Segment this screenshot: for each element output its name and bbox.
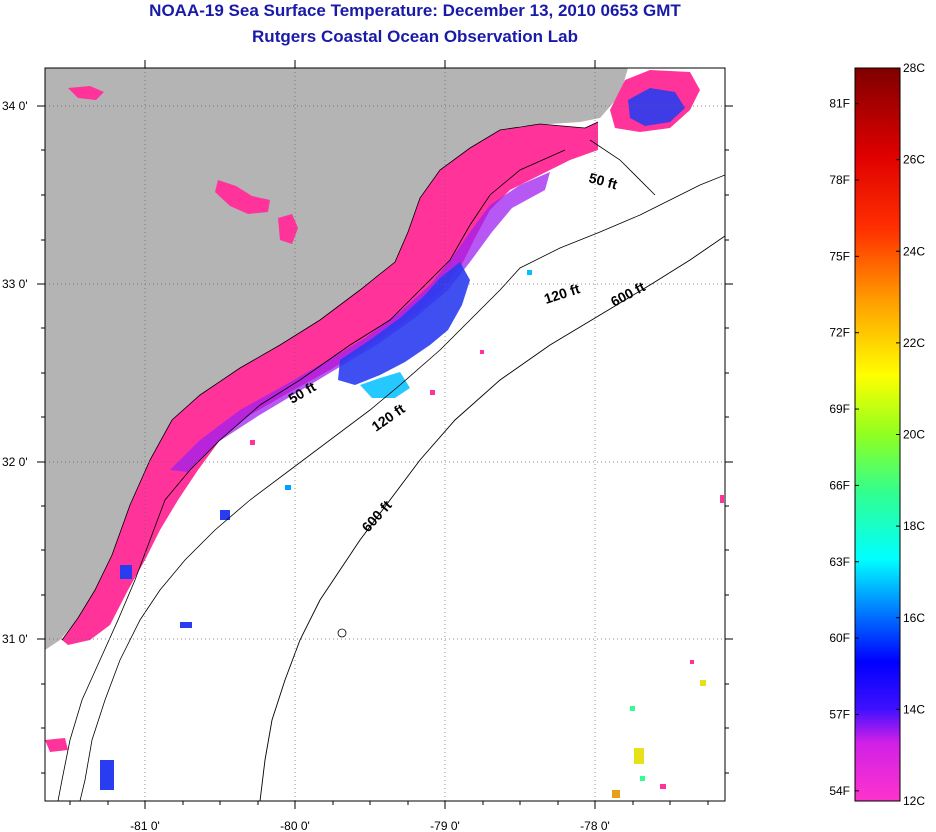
colorbar-celsius-label: 28C — [903, 61, 925, 75]
lon-label: -81 0' — [130, 819, 160, 832]
inland-patch-4 — [45, 738, 68, 752]
contour-120ft-line — [79, 174, 725, 801]
coastline — [61, 121, 599, 641]
tick-marks — [37, 60, 733, 809]
lat-label: 32 0' — [2, 455, 28, 469]
scattered-pixels — [100, 270, 724, 798]
colorbar-fahrenheit-label: 78F — [829, 173, 850, 187]
inland-patch-3 — [68, 86, 104, 100]
colorbar-celsius-label: 14C — [903, 702, 925, 716]
colorbar-fahrenheit-label: 81F — [829, 97, 850, 111]
colorbar-fahrenheit-label: 72F — [829, 326, 850, 340]
graticule — [45, 68, 725, 801]
colorbar-celsius-label: 22C — [903, 336, 925, 350]
lon-label: -80 0' — [280, 819, 310, 832]
colorbar-celsius-label: 16C — [903, 611, 925, 625]
colorbar-fahrenheit-label: 75F — [829, 249, 850, 263]
lon-label: -78 0' — [580, 819, 610, 832]
contour-seamount — [337, 628, 347, 638]
colorbar-celsius-label: 26C — [903, 153, 925, 167]
colorbar-celsius-label: 12C — [903, 794, 925, 808]
map-subtitle: Rutgers Coastal Ocean Observation Lab — [252, 27, 578, 46]
map-title: NOAA-19 Sea Surface Temperature: Decembe… — [149, 1, 681, 20]
lon-label: -79 0' — [430, 819, 460, 832]
colorbar-fahrenheit-label: 60F — [829, 631, 850, 645]
lat-label: 33 0' — [2, 277, 28, 291]
colorbar-fahrenheit-label: 57F — [829, 707, 850, 721]
colorbar-gradient — [854, 67, 901, 802]
cyan-speckles — [360, 372, 410, 398]
land-clear-patch — [45, 622, 85, 801]
blue-ne-mass — [628, 88, 685, 126]
colorbar-fahrenheit-label: 54F — [829, 784, 850, 798]
colorbar-fahrenheit-label: 63F — [829, 555, 850, 569]
colorbar-fahrenheit-label: 69F — [829, 402, 850, 416]
colorbar-fahrenheit-label: 66F — [829, 478, 850, 492]
colorbar-celsius-label: 24C — [903, 244, 925, 258]
inland-patch-1 — [215, 180, 270, 214]
contour-label-50ft-ne: 50 ft — [587, 169, 619, 192]
contour-600ft-line — [259, 235, 725, 801]
map-frame — [44, 67, 726, 802]
colorbar-celsius-label: 20C — [903, 428, 925, 442]
land-mass — [45, 68, 628, 660]
inland-patch-2 — [278, 214, 298, 244]
lat-label: 31 0' — [2, 632, 28, 646]
contour-50ft-line — [57, 139, 656, 801]
blue-water-mass — [338, 262, 470, 385]
colorbar-celsius-label: 18C — [903, 519, 925, 533]
lat-label: 34 0' — [2, 99, 28, 113]
purple-transition — [170, 172, 550, 472]
